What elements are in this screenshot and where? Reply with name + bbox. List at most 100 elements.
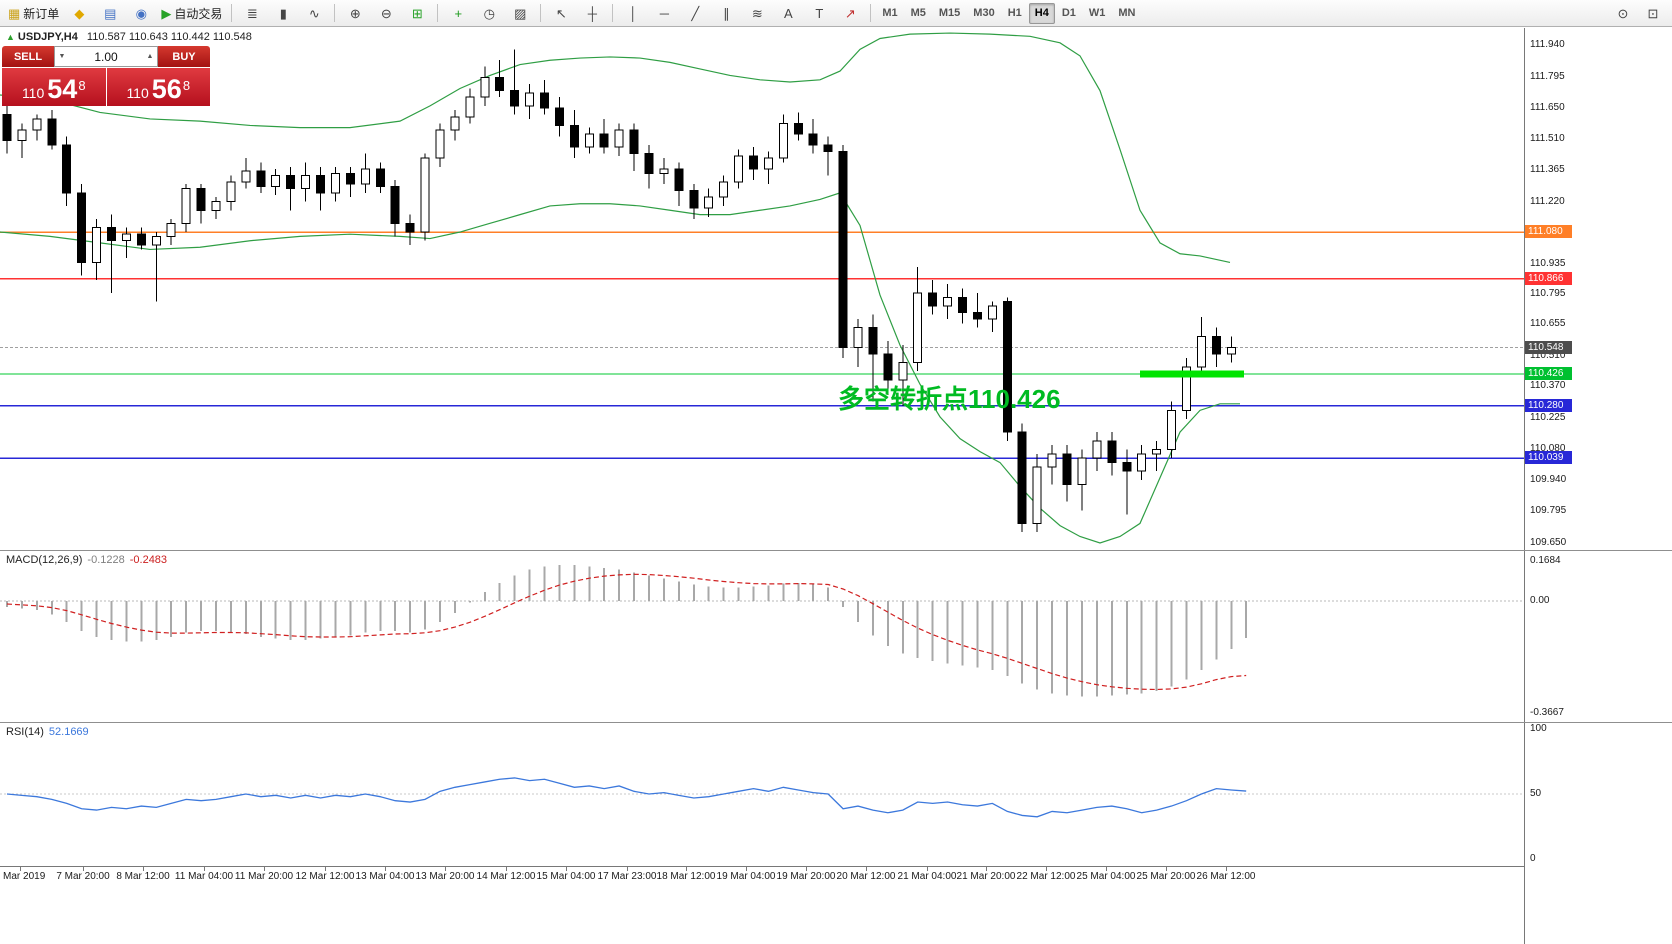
price-tick-label: 109.940 (1530, 473, 1567, 485)
zoom-out-icon: ⊖ (380, 5, 392, 21)
trendline-button[interactable]: ╱ (680, 1, 710, 25)
timeframe-m15-button[interactable]: M15 (938, 7, 961, 19)
chart-windows-icon: ◆ (74, 5, 85, 21)
time-label: 26 Mar 12:00 (1196, 871, 1256, 882)
price-tag-110039: 110.039 (1525, 451, 1572, 465)
rsi-line (6, 777, 1247, 818)
macd-histogram (6, 565, 1248, 697)
tile-windows-button[interactable]: ⊞ (402, 1, 432, 25)
trendline-icon: ╱ (691, 5, 700, 21)
timeframe-m5-button[interactable]: M5 (910, 7, 926, 19)
sell-button[interactable]: SELL (2, 46, 54, 67)
buy-button[interactable]: BUY (158, 46, 210, 67)
rsi-header: RSI(14) 52.1669 (6, 726, 89, 738)
time-tick (927, 867, 928, 871)
macd-pane[interactable] (0, 551, 1524, 721)
pane-splitter-rsi[interactable] (0, 722, 1672, 723)
navigator-button[interactable]: ◉ (126, 1, 156, 25)
search-button[interactable]: ⊙ (1608, 1, 1638, 25)
timeframe-mn-button[interactable]: MN (1118, 7, 1136, 19)
time-tick (806, 867, 807, 871)
time-tick (566, 867, 567, 871)
price-tick-label: 110.370 (1530, 380, 1566, 392)
line-chart-button[interactable]: ∿ (299, 1, 329, 25)
time-tick (143, 867, 144, 871)
timeframe-d1-button[interactable]: D1 (1061, 7, 1076, 19)
timeframe-w1-button[interactable]: W1 (1088, 7, 1106, 19)
new-order-button[interactable]: ▦ 新订单 (4, 1, 63, 25)
arrows-button[interactable]: ↗ (835, 1, 865, 25)
zoom-out-button[interactable]: ⊖ (371, 1, 401, 25)
price-tick-label: 110.935 (1530, 257, 1566, 269)
fibonacci-button[interactable]: ≋ (742, 1, 772, 25)
toolbar-separator (870, 4, 872, 22)
bar-chart-icon: ≣ (246, 5, 258, 21)
market-watch-button[interactable]: ▤ (95, 1, 125, 25)
time-tick (866, 867, 867, 871)
monitor-button[interactable]: ⊡ (1638, 1, 1668, 25)
autotrading-button[interactable]: ▶ 自动交易 (157, 1, 226, 25)
macd-value-signal: -0.2483 (129, 554, 168, 566)
ohlc-values: 110.587 110.643 110.442 110.548 (86, 31, 252, 43)
volume-dropdown-icon[interactable]: ▼ (58, 53, 66, 60)
rsi-pane[interactable] (0, 723, 1524, 866)
vertical-line-button[interactable]: │ (618, 1, 648, 25)
price-tick-label: 111.220 (1530, 195, 1565, 207)
rsi-value: 52.1669 (48, 726, 89, 738)
time-label: 19 Mar 04:00 (716, 871, 776, 882)
zoom-in-button[interactable]: ⊕ (340, 1, 370, 25)
cursor-button[interactable]: ↖ (546, 1, 576, 25)
timeframe-h4-button[interactable]: H4 (1028, 2, 1055, 24)
price-axis[interactable]: 111.940 111.795 111.650 111.510 111.365 111.2… (1524, 28, 1672, 944)
time-tick (385, 867, 386, 871)
crosshair-button[interactable]: ┼ (577, 1, 607, 25)
timeframe-h1-button[interactable]: H1 (1007, 7, 1022, 19)
crosshair-icon: ┼ (587, 5, 597, 21)
time-label: 20 Mar 12:00 (836, 871, 896, 882)
horizontal-line-button[interactable]: ─ (649, 1, 679, 25)
price-tick-label: 110.795 (1530, 288, 1566, 299)
price-tick-label: 109.650 (1530, 537, 1567, 548)
indicators-icon: + (454, 5, 463, 21)
indicators-button[interactable]: + (443, 1, 473, 25)
time-label: 19 Mar 20:00 (776, 871, 836, 882)
sell-price-button[interactable]: 110 54 8 (2, 68, 106, 106)
time-axis[interactable]: 7 Mar 2019 7 Mar 20:00 8 Mar 12:00 11 Mar 0… (0, 866, 1524, 944)
candlestick-chart-button[interactable]: ▮ (268, 1, 298, 25)
time-label: 11 Mar 20:00 (234, 871, 294, 882)
time-label: 11 Mar 04:00 (174, 871, 234, 882)
volume-control: ▼ ▲ (54, 46, 158, 67)
equidistant-channel-button[interactable]: ∥ (711, 1, 741, 25)
time-label: 18 Mar 12:00 (656, 871, 716, 882)
volume-spin-up-icon[interactable]: ▲ (146, 53, 154, 60)
timeframe-m1-button[interactable]: M1 (882, 7, 898, 19)
time-tick (627, 867, 628, 871)
time-tick (445, 867, 446, 871)
search-icon: ⊙ (1617, 5, 1629, 21)
zoom-in-icon: ⊕ (349, 5, 361, 21)
pane-splitter-macd[interactable] (0, 550, 1672, 551)
templates-button[interactable]: ▨ (505, 1, 535, 25)
chart-windows-button[interactable]: ◆ (64, 1, 94, 25)
equidistant-channel-icon: ∥ (723, 5, 730, 21)
time-label: 25 Mar 20:00 (1136, 871, 1196, 882)
bar-chart-button[interactable]: ≣ (237, 1, 267, 25)
time-tick (83, 867, 84, 871)
text-button[interactable]: A (773, 1, 803, 25)
time-label: 7 Mar 20:00 (56, 871, 110, 882)
periods-button[interactable]: ◷ (474, 1, 504, 25)
timeframe-m30-button[interactable]: M30 (973, 7, 995, 19)
time-tick (1106, 867, 1107, 871)
volume-input[interactable] (69, 48, 143, 65)
main-chart-pane[interactable]: 多空转折点110.426 (0, 28, 1524, 551)
text-label-button[interactable]: T (804, 1, 834, 25)
time-label: 17 Mar 23:00 (597, 871, 657, 882)
time-tick (20, 867, 21, 871)
pivot-annotation-text[interactable]: 多空转折点110.426 (838, 384, 1061, 414)
buy-price-button[interactable]: 110 56 8 (106, 68, 210, 106)
rsi-scale-label: 50 (1530, 788, 1542, 799)
macd-value-main: -0.1228 (87, 554, 125, 566)
toolbar: ▦ 新订单 ◆ ▤ ◉ ▶ 自动交易 ≣ ▮ ∿ ⊕ ⊖ ⊞ + ◷ ▨ ↖ ┼ │ ─ ╱ ∥ ≋ A T ↗ M1 M5 M15 M3… (0, 0, 1672, 27)
buy-price-sup: 8 (182, 78, 191, 93)
time-tick (686, 867, 687, 871)
